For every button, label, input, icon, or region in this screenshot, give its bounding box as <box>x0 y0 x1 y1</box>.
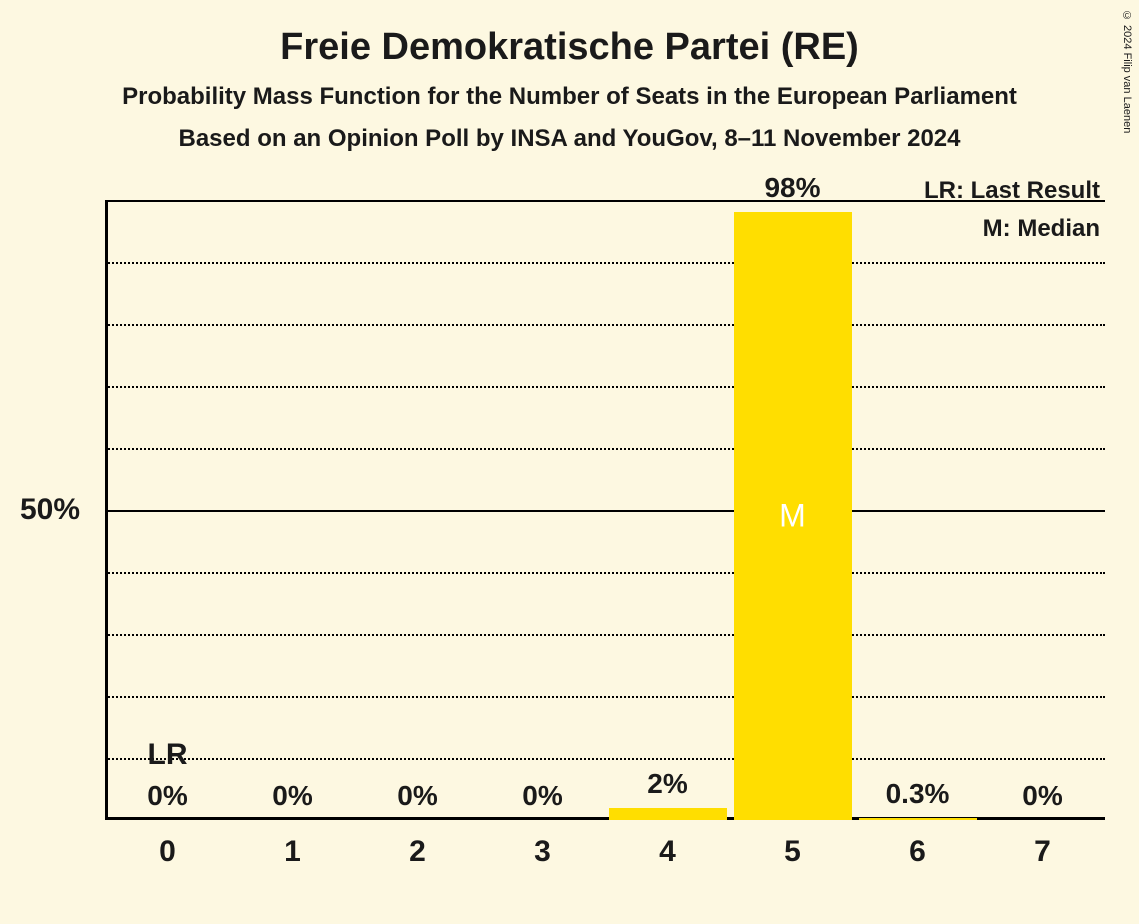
gridline <box>105 696 1105 698</box>
bar-value-label: 98% <box>764 172 820 204</box>
chart-title: Freie Demokratische Partei (RE) <box>0 0 1139 69</box>
bar-value-label: 0% <box>397 780 437 812</box>
gridline <box>105 510 1105 512</box>
x-tick-label: 2 <box>409 835 426 869</box>
x-tick-label: 3 <box>534 835 551 869</box>
bar-value-label: 0% <box>522 780 562 812</box>
gridline <box>105 758 1105 760</box>
chart-subtitle-2: Based on an Opinion Poll by INSA and You… <box>0 111 1139 153</box>
legend-m: M: Median <box>924 210 1100 248</box>
gridline <box>105 262 1105 264</box>
bar <box>859 818 977 820</box>
x-tick-label: 0 <box>159 835 176 869</box>
x-tick-label: 4 <box>659 835 676 869</box>
x-tick-label: 6 <box>909 835 926 869</box>
median-marker: M <box>779 498 806 535</box>
bar <box>609 808 727 820</box>
bar-value-label: 0.3% <box>886 778 950 810</box>
bar-value-label: 0% <box>272 780 312 812</box>
bar-value-label: 0% <box>1022 780 1062 812</box>
x-tick-label: 5 <box>784 835 801 869</box>
gridline <box>105 448 1105 450</box>
x-tick-label: 7 <box>1034 835 1051 869</box>
legend: LR: Last Result M: Median <box>924 172 1100 249</box>
copyright-text: © 2024 Filip van Laenen <box>1121 10 1133 133</box>
y-tick-50: 50% <box>20 493 80 527</box>
bar-value-label: 2% <box>647 768 687 800</box>
chart-subtitle-1: Probability Mass Function for the Number… <box>0 69 1139 111</box>
x-tick-label: 1 <box>284 835 301 869</box>
bar-value-label: 0% <box>147 780 187 812</box>
gridline <box>105 386 1105 388</box>
gridline <box>105 324 1105 326</box>
chart-plot-area: 0%LR0%0%0%2%98%M0.3%0% LR: Last Result M… <box>105 200 1105 820</box>
gridline <box>105 634 1105 636</box>
legend-lr: LR: Last Result <box>924 172 1100 210</box>
gridline <box>105 572 1105 574</box>
last-result-marker: LR <box>148 738 188 772</box>
